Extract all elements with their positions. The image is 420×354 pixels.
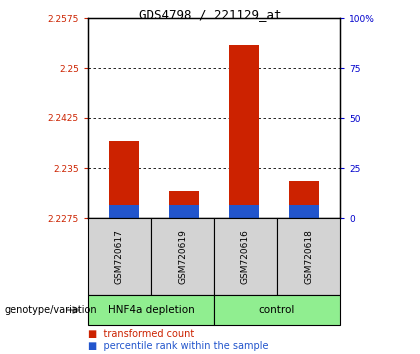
Bar [229,45,259,218]
Bar [169,205,199,218]
Text: ■  transformed count: ■ transformed count [88,329,194,339]
Bar [229,205,259,218]
Text: ■  percentile rank within the sample: ■ percentile rank within the sample [88,341,268,351]
Text: GSM720618: GSM720618 [304,229,313,284]
Text: GDS4798 / 221129_at: GDS4798 / 221129_at [139,8,281,21]
Bar [289,205,319,218]
Text: GSM720619: GSM720619 [178,229,187,284]
Text: genotype/variation: genotype/variation [4,305,97,315]
Text: control: control [259,305,295,315]
Text: HNF4a depletion: HNF4a depletion [108,305,194,315]
Bar [169,191,199,218]
Text: GSM720616: GSM720616 [241,229,250,284]
Text: GSM720617: GSM720617 [115,229,124,284]
Bar [289,181,319,218]
Bar [109,205,139,218]
Bar [109,141,139,218]
